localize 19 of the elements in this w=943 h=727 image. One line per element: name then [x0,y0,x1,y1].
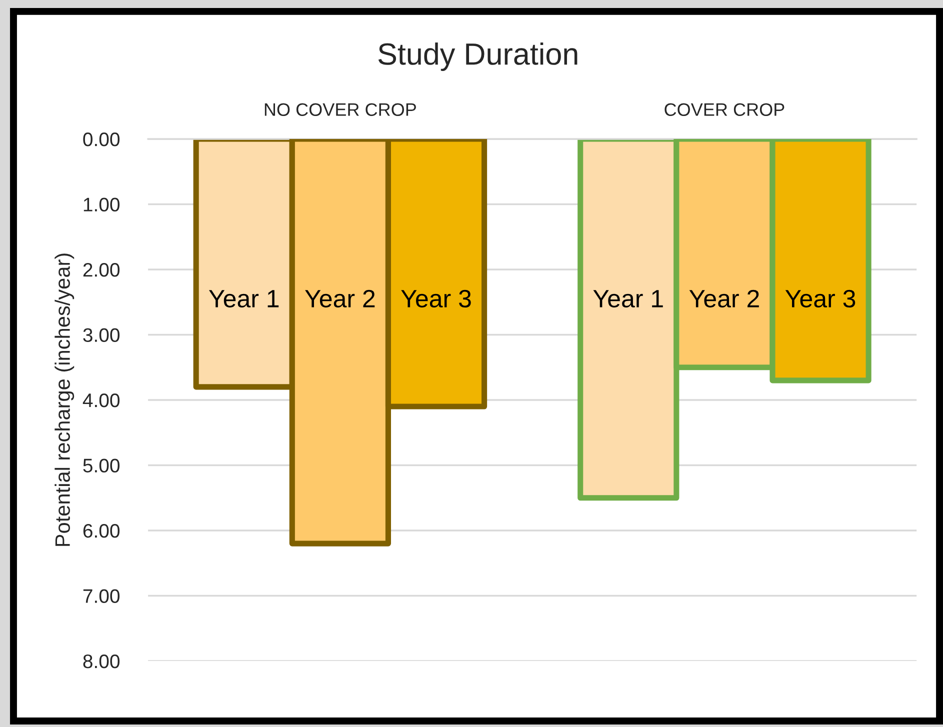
y-tick-label: 1.00 [84,198,120,212]
y-tick-label: 8.00 [83,654,120,668]
series-label: Year 3 [401,290,471,308]
text: Year 1 [208,290,279,308]
y-tick-label: 2.00 [83,262,120,277]
y-tick-label: 4.00 [82,393,120,408]
y-tick-label: 6.00 [83,524,120,538]
y-axis-title: Potential recharge (inches/year) [54,254,74,546]
y-tick-label: 3.00 [83,328,120,342]
text: Year 3 [785,290,856,308]
x-tick-label: NO COVER CROP [264,103,416,116]
series-label: Year 1 [593,290,663,308]
x-tick-label: COVER CROP [664,103,784,116]
series-label: Year 2 [305,290,375,308]
text: Year 2 [689,290,759,308]
y-tick-label: 5.00 [83,458,120,472]
y-tick-label: 0.00 [83,132,120,146]
y-tick-label: 7.00 [83,589,120,603]
chart-title: Study Duration [378,42,578,71]
